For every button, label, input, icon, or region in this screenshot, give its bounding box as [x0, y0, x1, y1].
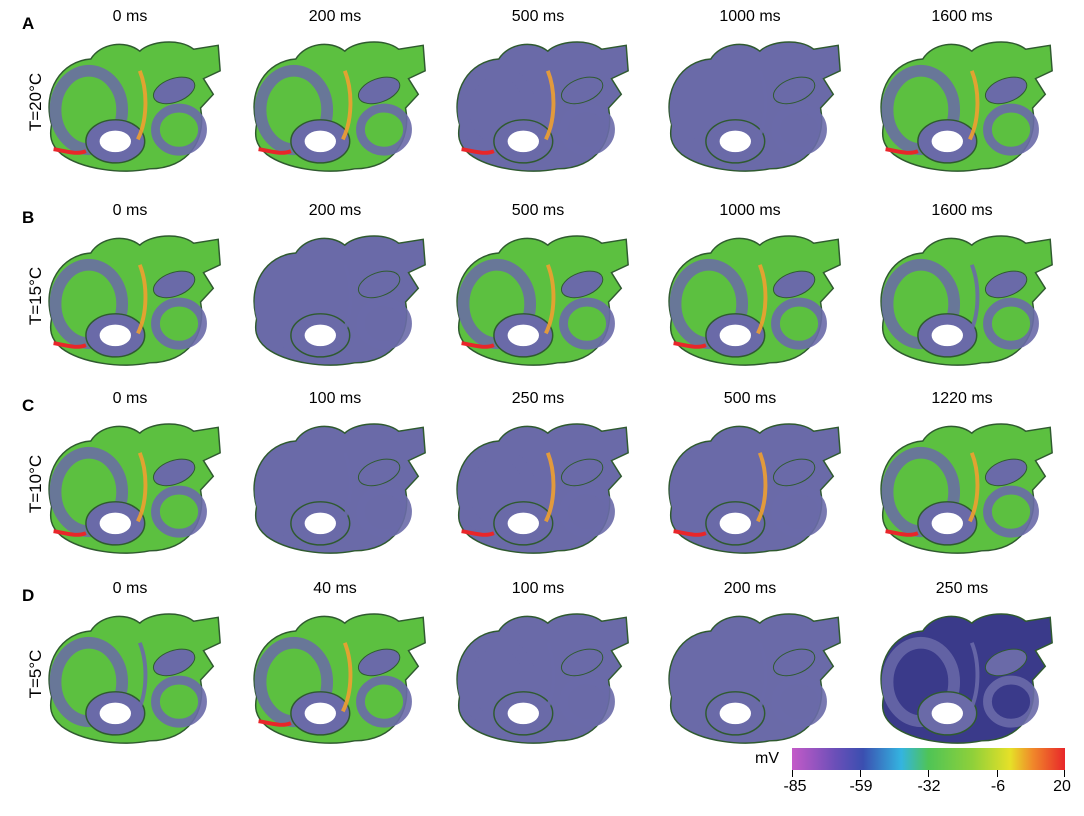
heart-simulation-frame: [864, 30, 1060, 190]
heart-simulation-frame: [652, 30, 848, 190]
panel-row-a: A T=20°C 0 ms 200 ms 500 ms 1000 ms 1600 m…: [0, 0, 1084, 190]
heart-simulation-frame: [440, 30, 636, 190]
time-label: 1220 ms: [931, 390, 993, 407]
heart-simulation-frame: [864, 412, 1060, 572]
time-label: 200 ms: [308, 8, 362, 25]
heart-simulation-frame: [652, 224, 848, 384]
colorbar-tick-label: -59: [849, 778, 873, 795]
colorbar-gradient: [792, 748, 1065, 770]
time-label: 40 ms: [313, 580, 357, 597]
colorbar-tick-label: -85: [783, 778, 807, 795]
panel-letter: B: [22, 208, 35, 227]
heart-simulation-frame: [32, 30, 228, 190]
heart-simulation-frame: [440, 224, 636, 384]
time-label: 0 ms: [112, 580, 148, 597]
colorbar-tick-label: -6: [990, 778, 1006, 795]
time-label: 1600 ms: [931, 202, 993, 219]
time-label: 100 ms: [308, 390, 362, 407]
colorbar-tick: [1064, 770, 1065, 777]
heart-simulation-frame: [864, 224, 1060, 384]
colorbar-tick-label: -32: [917, 778, 941, 795]
heart-simulation-frame: [237, 412, 433, 572]
time-label: 500 ms: [511, 202, 565, 219]
heart-simulation-frame: [440, 602, 636, 762]
colorbar-tick: [860, 770, 861, 777]
time-label: 1000 ms: [719, 8, 781, 25]
heart-simulation-frame: [864, 602, 1060, 762]
time-label: 0 ms: [112, 390, 148, 407]
panel-letter: D: [22, 586, 35, 605]
heart-simulation-frame: [237, 224, 433, 384]
panel-letter: A: [22, 14, 35, 33]
heart-simulation-frame: [440, 412, 636, 572]
time-label: 250 ms: [511, 390, 565, 407]
heart-simulation-frame: [652, 412, 848, 572]
time-label: 1000 ms: [719, 202, 781, 219]
time-label: 0 ms: [112, 202, 148, 219]
colorbar-tick-label: 20: [1053, 778, 1071, 795]
time-label: 100 ms: [511, 580, 565, 597]
colorbar-tick: [792, 770, 793, 777]
heart-simulation-frame: [237, 602, 433, 762]
colorbar: mV -85 -59 -32 -6 20: [755, 748, 1071, 812]
heart-simulation-frame: [32, 602, 228, 762]
time-label: 0 ms: [112, 8, 148, 25]
heart-simulation-frame: [32, 412, 228, 572]
time-label: 250 ms: [935, 580, 989, 597]
colorbar-ticks: [792, 770, 1065, 778]
colorbar-unit: mV: [755, 750, 779, 767]
time-label: 500 ms: [511, 8, 565, 25]
panel-letter: C: [22, 396, 35, 415]
time-label: 1600 ms: [931, 8, 993, 25]
time-label: 500 ms: [723, 390, 777, 407]
colorbar-tick: [928, 770, 929, 777]
panel-row-c: C T=10°C 0 ms 100 ms 250 ms 500 ms 1220 ms: [0, 382, 1084, 572]
panel-row-d: D T=5°C 0 ms 40 ms 100 ms 200 ms 250 ms: [0, 572, 1084, 762]
heart-simulation-frame: [237, 30, 433, 190]
time-label: 200 ms: [723, 580, 777, 597]
time-label: 200 ms: [308, 202, 362, 219]
heart-simulation-frame: [32, 224, 228, 384]
panel-row-b: B T=15°C 0 ms 200 ms 500 ms 1000 ms 1600 m…: [0, 194, 1084, 384]
heart-simulation-frame: [652, 602, 848, 762]
colorbar-tick: [997, 770, 998, 777]
